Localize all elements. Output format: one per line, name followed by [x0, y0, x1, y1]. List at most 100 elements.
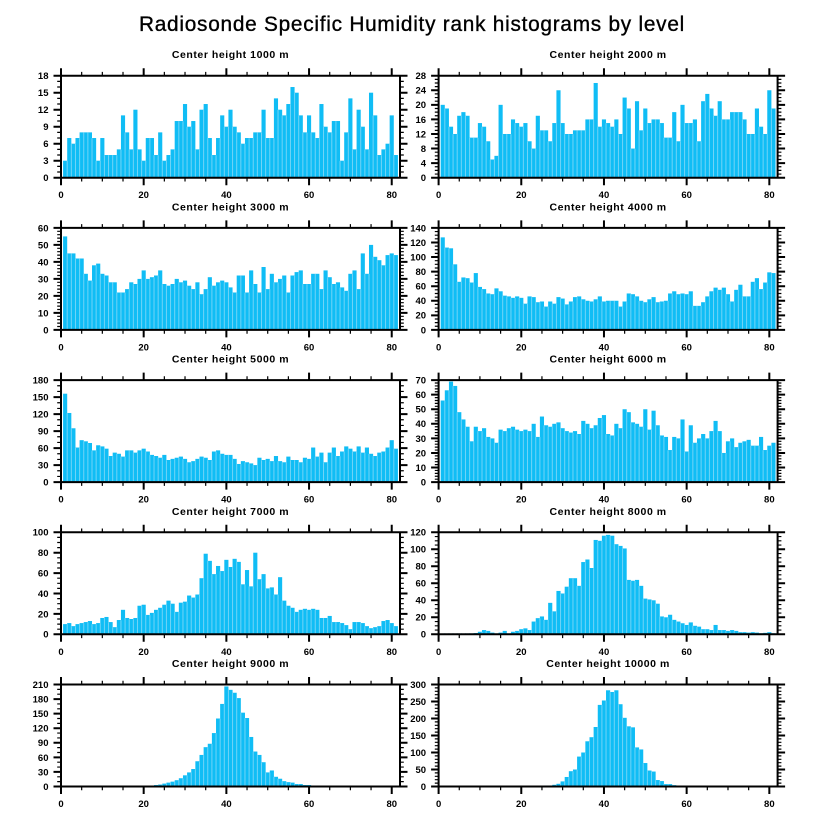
- svg-text:60: 60: [416, 282, 427, 293]
- svg-text:Center height 9000 m: Center height 9000 m: [172, 658, 289, 670]
- svg-text:40: 40: [38, 257, 49, 268]
- svg-text:15: 15: [38, 88, 49, 99]
- svg-text:Center height 2000 m: Center height 2000 m: [549, 49, 666, 61]
- svg-text:20: 20: [138, 342, 149, 353]
- svg-text:Center height 3000 m: Center height 3000 m: [172, 201, 289, 213]
- svg-text:60: 60: [304, 342, 315, 353]
- svg-text:Center height 6000 m: Center height 6000 m: [549, 354, 666, 366]
- svg-text:0: 0: [436, 799, 441, 810]
- svg-text:30: 30: [38, 767, 49, 778]
- svg-text:250: 250: [410, 697, 426, 708]
- svg-text:20: 20: [138, 495, 149, 506]
- svg-text:150: 150: [33, 709, 49, 720]
- svg-text:Center height 1000 m: Center height 1000 m: [172, 49, 289, 61]
- svg-text:0: 0: [43, 325, 48, 336]
- svg-text:300: 300: [410, 680, 426, 691]
- svg-text:50: 50: [38, 240, 49, 251]
- svg-text:120: 120: [33, 410, 49, 421]
- svg-text:40: 40: [38, 589, 49, 600]
- svg-text:0: 0: [421, 173, 426, 184]
- svg-text:50: 50: [416, 405, 427, 416]
- svg-text:20: 20: [138, 799, 149, 810]
- svg-text:140: 140: [410, 223, 426, 234]
- svg-text:40: 40: [599, 495, 610, 506]
- svg-text:50: 50: [416, 765, 427, 776]
- svg-text:40: 40: [599, 647, 610, 658]
- svg-text:100: 100: [410, 252, 426, 263]
- svg-text:60: 60: [416, 390, 427, 401]
- svg-text:40: 40: [221, 342, 232, 353]
- svg-text:60: 60: [681, 647, 692, 658]
- svg-text:80: 80: [386, 647, 397, 658]
- svg-text:9: 9: [43, 122, 48, 133]
- svg-text:100: 100: [410, 545, 426, 556]
- svg-text:80: 80: [386, 190, 397, 201]
- svg-text:12: 12: [416, 129, 427, 140]
- svg-text:150: 150: [33, 393, 49, 404]
- svg-text:Center height 7000 m: Center height 7000 m: [172, 506, 289, 518]
- svg-text:60: 60: [681, 495, 692, 506]
- svg-text:20: 20: [138, 190, 149, 201]
- svg-text:60: 60: [38, 223, 49, 234]
- svg-text:20: 20: [416, 100, 427, 111]
- svg-text:40: 40: [416, 596, 427, 607]
- svg-text:3: 3: [43, 156, 48, 167]
- svg-text:30: 30: [416, 434, 427, 445]
- svg-text:80: 80: [764, 342, 775, 353]
- svg-text:60: 60: [304, 190, 315, 201]
- svg-text:40: 40: [221, 799, 232, 810]
- svg-text:180: 180: [33, 376, 49, 387]
- svg-text:200: 200: [410, 714, 426, 725]
- svg-text:40: 40: [599, 342, 610, 353]
- svg-text:20: 20: [516, 495, 527, 506]
- svg-text:40: 40: [599, 799, 610, 810]
- svg-text:0: 0: [43, 173, 48, 184]
- svg-text:80: 80: [416, 562, 427, 573]
- svg-text:80: 80: [386, 495, 397, 506]
- svg-text:Center height 5000 m: Center height 5000 m: [172, 354, 289, 366]
- svg-text:60: 60: [38, 569, 49, 580]
- svg-text:100: 100: [410, 748, 426, 759]
- svg-text:Center height 4000 m: Center height 4000 m: [549, 201, 666, 213]
- svg-text:210: 210: [33, 680, 49, 691]
- svg-text:4: 4: [421, 159, 427, 170]
- svg-text:80: 80: [38, 548, 49, 559]
- svg-text:20: 20: [516, 342, 527, 353]
- svg-text:90: 90: [38, 738, 49, 749]
- svg-text:40: 40: [221, 190, 232, 201]
- svg-text:60: 60: [38, 753, 49, 764]
- svg-text:0: 0: [436, 190, 441, 201]
- svg-text:20: 20: [416, 448, 427, 459]
- svg-text:40: 40: [416, 296, 427, 307]
- svg-text:120: 120: [33, 724, 49, 735]
- svg-text:0: 0: [436, 495, 441, 506]
- svg-text:0: 0: [436, 342, 441, 353]
- svg-text:16: 16: [416, 115, 427, 126]
- svg-text:80: 80: [764, 647, 775, 658]
- svg-text:40: 40: [416, 419, 427, 430]
- svg-text:Radiosonde Specific Humidity r: Radiosonde Specific Humidity rank histog…: [139, 13, 685, 36]
- svg-text:0: 0: [58, 647, 63, 658]
- svg-text:60: 60: [304, 495, 315, 506]
- svg-text:0: 0: [43, 630, 48, 641]
- svg-text:20: 20: [516, 799, 527, 810]
- svg-text:40: 40: [599, 190, 610, 201]
- svg-text:70: 70: [416, 376, 427, 387]
- svg-text:0: 0: [436, 647, 441, 658]
- svg-text:80: 80: [386, 342, 397, 353]
- svg-text:28: 28: [416, 71, 427, 82]
- svg-text:80: 80: [764, 495, 775, 506]
- svg-text:Center height 10000 m: Center height 10000 m: [546, 658, 670, 670]
- svg-text:180: 180: [33, 694, 49, 705]
- svg-text:30: 30: [38, 274, 49, 285]
- svg-text:18: 18: [38, 71, 49, 82]
- svg-text:0: 0: [421, 325, 426, 336]
- svg-text:20: 20: [516, 647, 527, 658]
- svg-text:150: 150: [410, 731, 426, 742]
- svg-text:0: 0: [58, 799, 63, 810]
- svg-text:60: 60: [304, 647, 315, 658]
- svg-text:0: 0: [43, 478, 48, 489]
- svg-text:0: 0: [421, 782, 426, 793]
- svg-text:0: 0: [58, 495, 63, 506]
- svg-text:40: 40: [221, 647, 232, 658]
